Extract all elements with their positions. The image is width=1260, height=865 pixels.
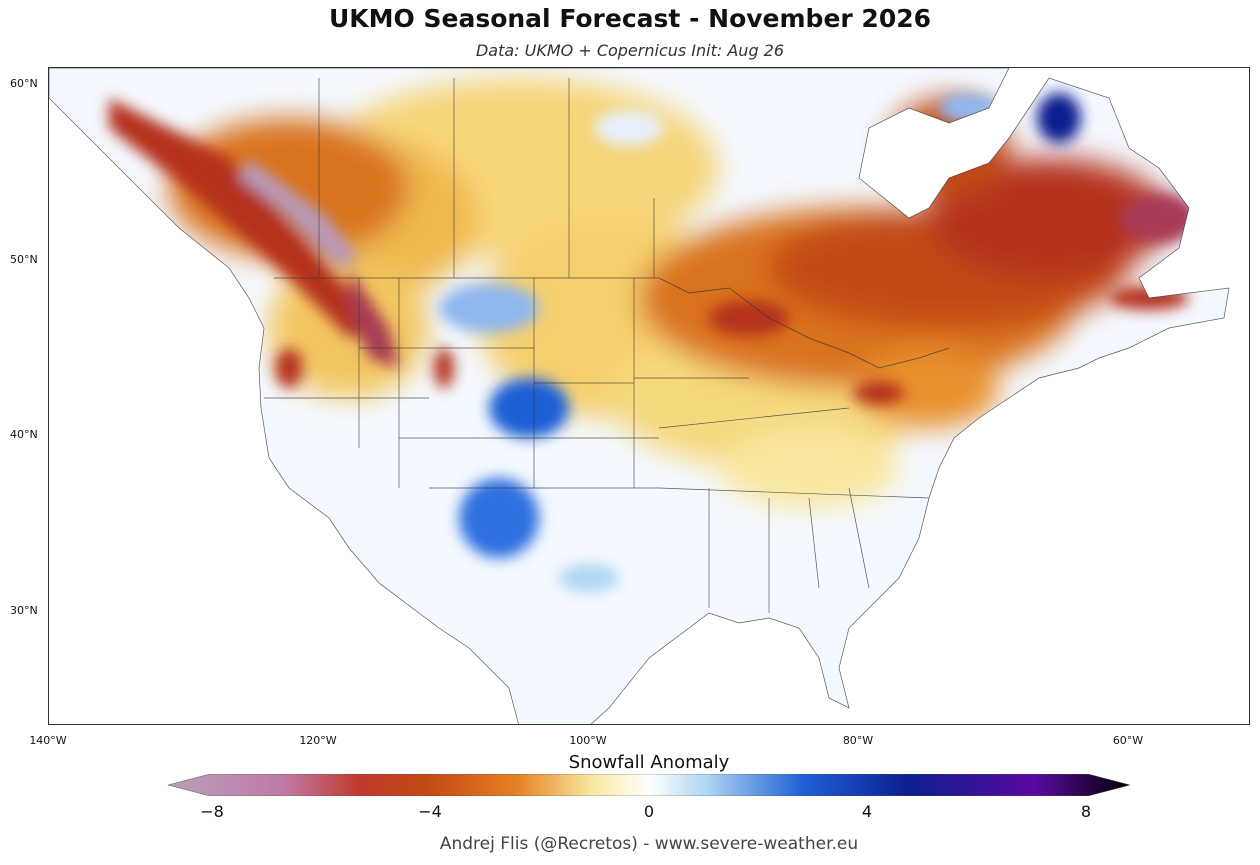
map-title: UKMO Seasonal Forecast - November 2026: [328, 4, 932, 33]
borders: [49, 68, 1230, 724]
map-subtitle: Data: UKMO + Copernicus Init: Aug 26: [475, 41, 785, 60]
lat-label-30: 30°N: [10, 604, 38, 617]
lon-label-120: 120°W: [299, 734, 337, 747]
colorbar-tick: −8: [200, 802, 224, 821]
colorbar-tick: 0: [643, 802, 655, 821]
colorbar-tick: −4: [418, 802, 442, 821]
colorbar-tick: 4: [861, 802, 873, 821]
lon-label-140: 140°W: [29, 734, 67, 747]
colorbar: [168, 774, 1130, 796]
lat-label-40: 40°N: [10, 428, 38, 441]
lon-label-60: 60°W: [1112, 734, 1144, 747]
forecast-map: [48, 67, 1250, 725]
colorbar-tick: 8: [1080, 802, 1092, 821]
lat-label-50: 50°N: [10, 253, 38, 266]
lon-label-80: 80°W: [842, 734, 874, 747]
lat-label-60: 60°N: [10, 77, 38, 90]
lon-label-100: 100°W: [569, 734, 607, 747]
colorbar-title: Snowfall Anomaly: [568, 752, 730, 773]
map-canvas: [49, 68, 1230, 724]
credit-text: Andrej Flis (@Recretos) - www.severe-wea…: [439, 834, 859, 854]
